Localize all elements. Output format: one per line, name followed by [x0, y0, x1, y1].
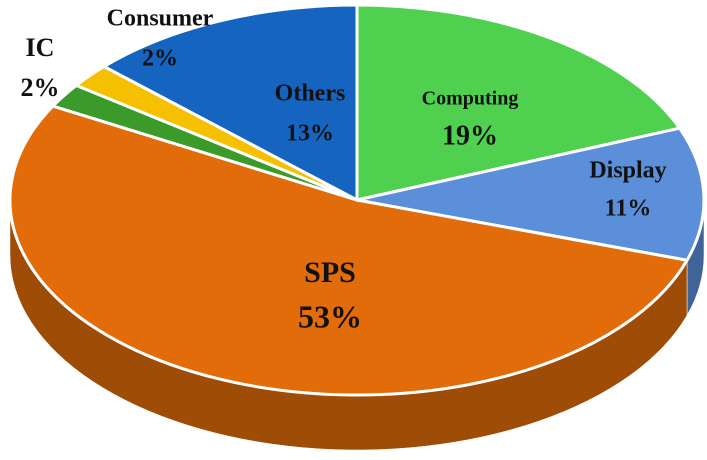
slice-label: IC	[26, 33, 55, 62]
slice-label: Consumer	[107, 6, 214, 32]
slice	[356, 126, 706, 262]
value-label: 2%	[21, 73, 60, 102]
value-label: 13%	[286, 121, 334, 147]
slice	[100, 3, 359, 203]
slice-label: Display	[589, 158, 666, 184]
value-label: 19%	[442, 120, 498, 151]
slice-label: Computing	[422, 88, 519, 110]
slice	[355, 3, 683, 202]
slice	[8, 104, 690, 397]
value-label: 53%	[298, 298, 362, 334]
slice-label: SPS	[304, 256, 356, 289]
value-label: 11%	[605, 196, 652, 222]
slice-label: Others	[275, 81, 346, 107]
value-label: 2%	[142, 46, 178, 72]
